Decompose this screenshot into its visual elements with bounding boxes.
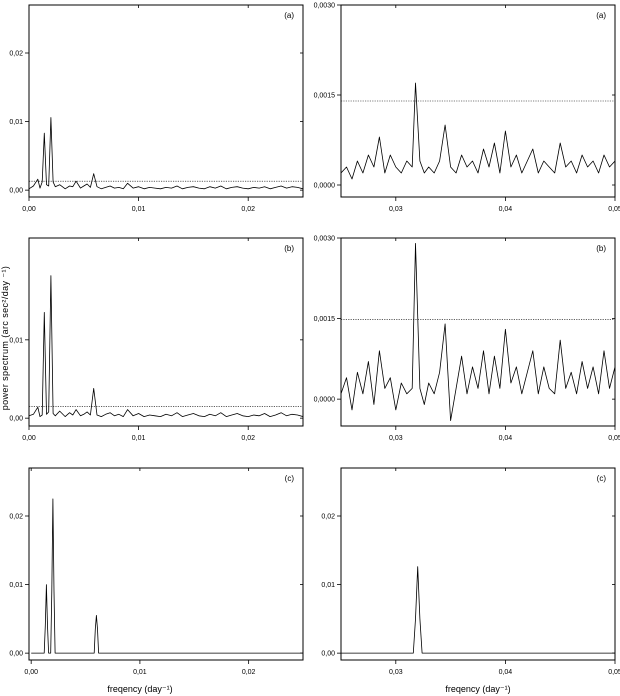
y-tick-label: 0,00 <box>321 651 335 658</box>
y-tick-label: 0,01 <box>9 337 23 344</box>
spectrum-line <box>341 82 615 180</box>
spectrum-line <box>29 275 303 418</box>
y-tick-label: 0,01 <box>9 582 23 589</box>
panel-label: (c) <box>285 474 295 483</box>
y-tick-label: 0,01 <box>321 582 335 589</box>
y-tick-label: 0,02 <box>321 514 335 521</box>
panel-a-right: 0,03 0,04 0,05 0,0000 0,0015 0,0030 (a) <box>314 3 620 214</box>
x-tick-label: 0,05 <box>608 435 620 442</box>
x-tick-label: 0,03 <box>389 435 403 442</box>
x-tick-label: 0,05 <box>608 206 620 213</box>
panel-label: (b) <box>596 244 606 253</box>
panel-a-left: 0,00 0,01 0,02 0,00 0,01 0,02 (a) <box>9 4 304 213</box>
spectrum-line <box>341 242 615 422</box>
x-tick-label: 0,00 <box>22 206 36 213</box>
x-tick-label: 0,01 <box>133 669 147 676</box>
panel-c-right: 0,03 0,04 0,05 0,00 0,01 0,02 (c) <box>321 467 620 676</box>
x-tick-label: 0,04 <box>499 669 513 676</box>
x-tick-label: 0,01 <box>132 206 146 213</box>
x-tick-label: 0,00 <box>24 669 38 676</box>
panel-c-left: 0,00 0,01 0,02 0,00 0,01 0,02 (c) <box>9 467 304 676</box>
y-tick-label: 0,0015 <box>314 316 336 323</box>
y-tick-label: 0,00 <box>9 651 23 658</box>
x-axis-label-right: freqency (day⁻¹) <box>445 684 510 694</box>
x-tick-label: 0,04 <box>499 435 513 442</box>
panel-label: (a) <box>596 11 606 20</box>
spectrum-line <box>31 498 303 654</box>
panel-b-right: 0,03 0,04 0,05 0,0000 0,0015 0,0030 (b) <box>314 236 620 443</box>
plot-frame <box>340 467 616 661</box>
x-tick-label: 0,03 <box>389 206 403 213</box>
plot-frame <box>28 467 304 661</box>
panel-label: (a) <box>284 11 294 20</box>
y-tick-label: 0,02 <box>9 51 23 58</box>
plot-frame <box>340 237 616 427</box>
x-tick-label: 0,01 <box>132 435 146 442</box>
panel-label: (b) <box>284 244 294 253</box>
y-tick-label: 0,01 <box>9 119 23 126</box>
x-tick-label: 0,00 <box>22 435 36 442</box>
spectrum-line <box>341 566 615 654</box>
panels: 0,00 0,01 0,020,000,010,02(a)0,03 0,04 0,050… <box>9 3 620 677</box>
y-tick-label: 0,0030 <box>314 3 336 10</box>
y-tick-label: 0,02 <box>9 514 23 521</box>
y-tick-label: 0,0015 <box>314 93 336 100</box>
y-axis-label: power spectrum (arc sec²/day ⁻¹) <box>0 266 10 411</box>
panel-label: (c) <box>597 474 607 483</box>
y-tick-label: 0,0000 <box>314 397 336 404</box>
plot-frame <box>28 4 304 198</box>
plot-frame <box>28 237 304 427</box>
panel-b-left: 0,00 0,01 0,02 0,00 0,01 (b) <box>9 237 304 442</box>
x-tick-label: 0,05 <box>608 669 620 676</box>
x-tick-label: 0,02 <box>241 435 255 442</box>
x-tick-label: 0,03 <box>389 669 403 676</box>
y-tick-label: 0,00 <box>9 416 23 423</box>
spectrum-line <box>29 117 303 190</box>
y-tick-label: 0,0030 <box>314 236 336 243</box>
y-tick-label: 0,00 <box>9 188 23 195</box>
y-tick-label: 0,0000 <box>314 183 336 190</box>
x-tick-label: 0,02 <box>242 669 256 676</box>
x-tick-label: 0,04 <box>499 206 513 213</box>
x-axis-label-left: freqency (day⁻¹) <box>107 684 172 694</box>
x-tick-label: 0,02 <box>241 206 255 213</box>
